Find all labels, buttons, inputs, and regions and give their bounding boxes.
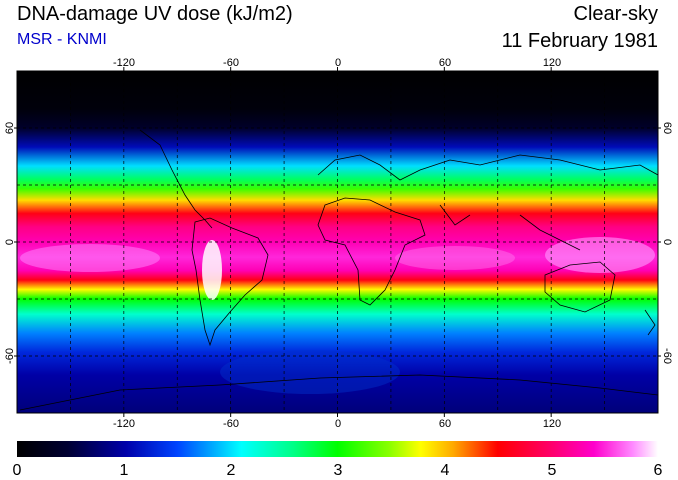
india-coast [439,204,471,226]
pacific-high-uv [20,244,160,272]
bottom-lon-label: -60 [223,418,239,430]
australia-coast [544,261,616,313]
left-lat-label: -60 [4,348,16,364]
indian-ocean-high-uv [395,246,515,270]
colorbar-label: 4 [441,462,450,479]
colorbar-label: 2 [227,462,236,479]
map-field [17,71,658,413]
source-label: MSR - KNMI [17,31,107,48]
top-lon-label: -120 [113,57,135,69]
new-zealand-coast [644,309,656,336]
north-america-coast [139,129,213,229]
top-lon-label: 120 [543,57,561,69]
right-lat-label: 60 [661,122,673,134]
left-lat-label: 60 [4,122,16,134]
coastlines [19,129,658,411]
colorbar-label: 6 [654,462,663,479]
southeast-asia-coast [519,214,581,251]
colorbar-labels: 0 1 2 3 4 5 6 [13,462,663,479]
south-america-coast [191,217,269,347]
bottom-lon-label: 0 [335,418,341,430]
bottom-lon-label: 120 [543,418,561,430]
colorbar-label: 5 [548,462,557,479]
antarctica-coast [19,374,658,411]
africa-coast [317,197,426,306]
tick-marks [14,67,661,417]
southern-ocean-low-uv [220,350,400,394]
bottom-lon-label: 60 [439,418,451,430]
oceania-high-uv [545,237,655,273]
colorbar-label: 3 [334,462,343,479]
top-lon-label: 60 [439,57,451,69]
top-lon-label: 0 [335,57,341,69]
graticule [17,71,658,413]
date-label: 11 February 1981 [501,30,658,52]
colorbar-label: 1 [120,462,129,479]
andes-high-uv [202,240,222,300]
right-lat-label: 0 [661,239,673,245]
right-lat-labels: 60 0 -60 [661,122,673,364]
colorbar-label: 0 [13,462,22,479]
left-lat-label: 0 [4,239,16,245]
sky-condition-label: Clear-sky [573,3,658,25]
right-lat-label: -60 [661,348,673,364]
bottom-lon-label: -120 [113,418,135,430]
colorbar [17,441,658,457]
map-title: DNA-damage UV dose (kJ/m2) [17,3,293,25]
eurasia-coast [317,154,658,181]
top-lon-label: -60 [223,57,239,69]
top-lon-labels: -120 -60 0 60 120 [113,57,561,69]
bottom-lon-labels: -120 -60 0 60 120 [113,418,561,430]
left-lat-labels: 60 0 -60 [4,122,16,364]
